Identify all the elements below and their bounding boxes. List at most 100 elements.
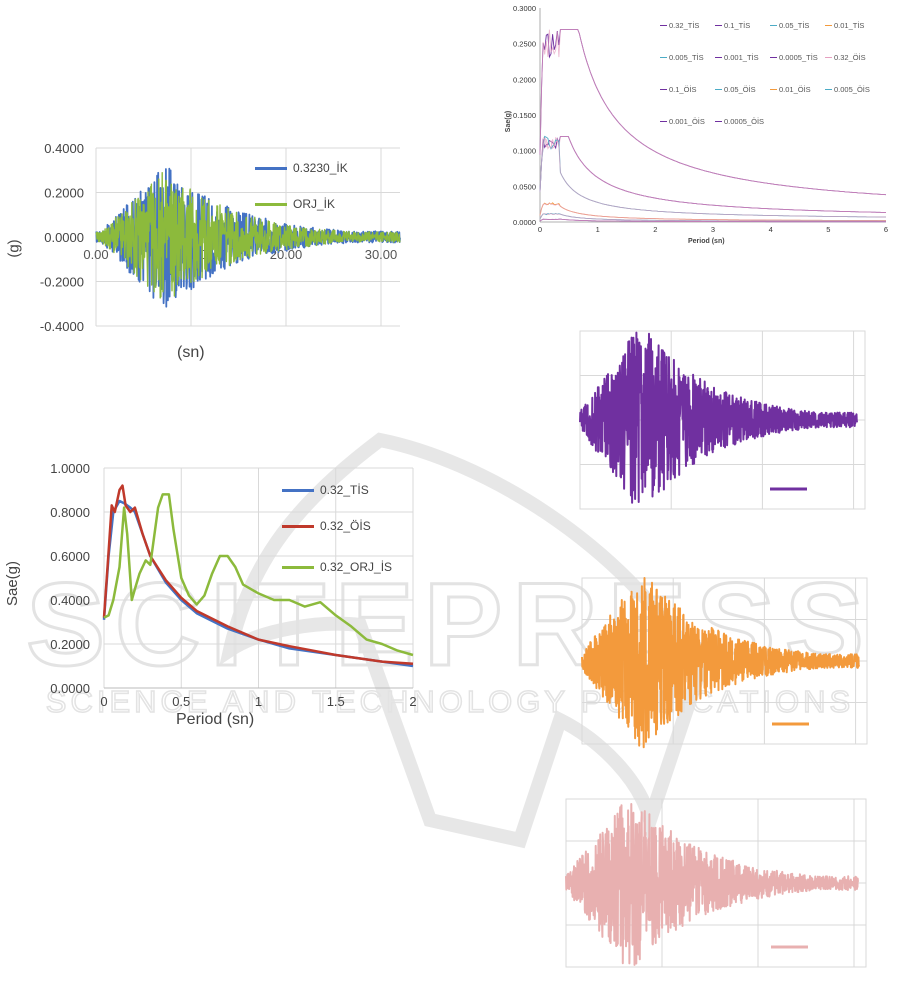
accel-legend-1: 0.3230_İK	[255, 161, 348, 175]
record-pink-svg	[565, 798, 867, 968]
legend-swatch	[825, 24, 832, 27]
x-tick-label: 1	[596, 225, 600, 234]
legend-label: ORJ_İK	[293, 197, 336, 211]
y-tick-label: -0.4000	[40, 319, 84, 334]
legend-label: 0.0005_TİS	[779, 53, 818, 62]
y-tick-label: 0.0000	[44, 230, 84, 245]
legend-swatch	[825, 88, 832, 91]
family-legend-item: 0.32_TİS	[660, 21, 699, 30]
x-tick-label: 2	[653, 225, 657, 234]
spectrum-legend-3: 0.32_ORJ_İS	[282, 560, 392, 574]
x-tick-label: 4	[769, 225, 773, 234]
spectrum-xlabel: Period (sn)	[176, 711, 255, 728]
x-tick-label: 1	[255, 694, 262, 709]
y-tick-label: 0.4000	[44, 141, 84, 156]
y-tick-label: 0.0000	[50, 681, 90, 696]
accel-legend-2: ORJ_İK	[255, 197, 335, 211]
y-tick-label: 0.8000	[50, 505, 90, 520]
record-chart-pink	[564, 793, 869, 973]
series-line	[539, 28, 887, 196]
accel-ylabel: (g)	[5, 239, 23, 258]
record-orange-svg	[581, 577, 868, 749]
legend-swatch	[770, 88, 777, 91]
spectrum-legend-1: 0.32_TİS	[282, 483, 369, 497]
record-purple-svg	[579, 330, 866, 510]
x-tick-label: 0	[538, 225, 542, 234]
legend-label: 0.001_ÖİS	[669, 117, 705, 126]
family-legend-item: 0.01_ÖİS	[770, 85, 811, 94]
legend-swatch	[770, 56, 777, 59]
legend-swatch	[255, 202, 287, 206]
legend-swatch	[715, 56, 722, 59]
spectra-family-svg: 0.3000 0.2500 0.2000 0.1500 0.1000 0.0500 0.00…	[513, 4, 888, 234]
family-legend-item: 0.05_TİS	[770, 21, 809, 30]
accel-chart: 0.4000 0.2000 0.0000 -0.2000 -0.4000 0.00 10.0…	[0, 130, 420, 370]
legend-swatch	[715, 24, 722, 27]
x-tick-label: 0.00	[83, 247, 108, 262]
series-line	[539, 135, 886, 213]
family-legend-item: 0.005_TİS	[660, 53, 704, 62]
legend-swatch	[715, 88, 722, 91]
family-legend-item: 0.001_TİS	[715, 53, 759, 62]
family-xlabel: Period (sn)	[688, 238, 725, 245]
legend-label: 0.01_ÖİS	[779, 85, 811, 94]
y-tick-label: 0.4000	[50, 593, 90, 608]
legend-label: 0.32_ORJ_İS	[320, 560, 393, 574]
legend-label: 0.32_ÖİS	[320, 519, 371, 533]
legend-label: 0.3230_İK	[293, 161, 348, 175]
legend-label: 0.1_ÖİS	[669, 85, 697, 94]
x-tick-label: 30.00	[365, 247, 398, 262]
y-tick-label: 0.1000	[513, 147, 536, 156]
x-tick-label: 0	[100, 694, 107, 709]
x-tick-label: 5	[826, 225, 830, 234]
legend-swatch	[825, 56, 832, 59]
legend-swatch	[715, 120, 722, 123]
legend-swatch	[660, 88, 667, 91]
series-line	[102, 484, 414, 666]
x-tick-label: 6	[884, 225, 888, 234]
y-tick-label: 0.2000	[44, 186, 84, 201]
family-legend-item: 0.1_ÖİS	[660, 85, 697, 94]
family-legend-item: 0.1_TİS	[715, 21, 750, 30]
family-legend-item: 0.005_ÖİS	[825, 85, 870, 94]
series-line	[565, 803, 859, 966]
legend-label: 0.32_TİS	[320, 483, 369, 497]
x-tick-label: 2	[409, 694, 416, 709]
legend-label: 0.32_TİS	[669, 21, 700, 30]
series-line	[539, 213, 886, 222]
legend-label: 0.001_TİS	[724, 53, 759, 62]
y-tick-label: 1.0000	[50, 461, 90, 476]
legend-label: 0.05_TİS	[779, 21, 810, 30]
y-tick-label: -0.2000	[40, 275, 84, 290]
legend-label: 0.005_ÖİS	[834, 85, 870, 94]
legend-swatch	[660, 120, 667, 123]
y-tick-label: 0.2500	[513, 40, 536, 49]
legend-label: 0.32_ÖİS	[834, 53, 866, 62]
spectra-family-chart: 0.3000 0.2500 0.2000 0.1500 0.1000 0.0500 0.00…	[500, 0, 901, 255]
spectrum-legend-2: 0.32_ÖİS	[282, 519, 371, 533]
family-ylabel: Sae(g)	[505, 110, 513, 133]
family-legend-item: 0.01_TİS	[825, 21, 864, 30]
series-line	[103, 493, 414, 657]
x-tick-label: 3	[711, 225, 715, 234]
x-tick-label: 1.5	[327, 694, 345, 709]
y-tick-label: 0.1500	[513, 111, 536, 120]
spectrum-chart: 1.0000 0.8000 0.6000 0.4000 0.2000 0.0000 0 0.5…	[0, 455, 425, 735]
series-line	[539, 218, 886, 223]
legend-swatch	[255, 166, 287, 170]
spectrum-chart-svg: 1.0000 0.8000 0.6000 0.4000 0.2000 0.0000 0 0.5…	[50, 461, 416, 709]
legend-swatch	[770, 24, 777, 27]
family-legend-item: 0.001_ÖİS	[660, 117, 705, 126]
legend-swatch	[660, 56, 667, 59]
y-tick-label: 0.0500	[513, 182, 536, 191]
record-chart-purple	[578, 325, 868, 515]
legend-label: 0.05_ÖİS	[724, 85, 756, 94]
series-line	[539, 202, 886, 222]
family-legend-item: 0.32_ÖİS	[825, 53, 866, 62]
series-line	[95, 172, 401, 299]
y-tick-label: 0.2000	[50, 637, 90, 652]
legend-label: 0.005_TİS	[669, 53, 704, 62]
family-legend-item: 0.0005_ÖİS	[715, 117, 764, 126]
y-tick-label: 0.2000	[513, 75, 536, 84]
series-line	[539, 135, 886, 213]
